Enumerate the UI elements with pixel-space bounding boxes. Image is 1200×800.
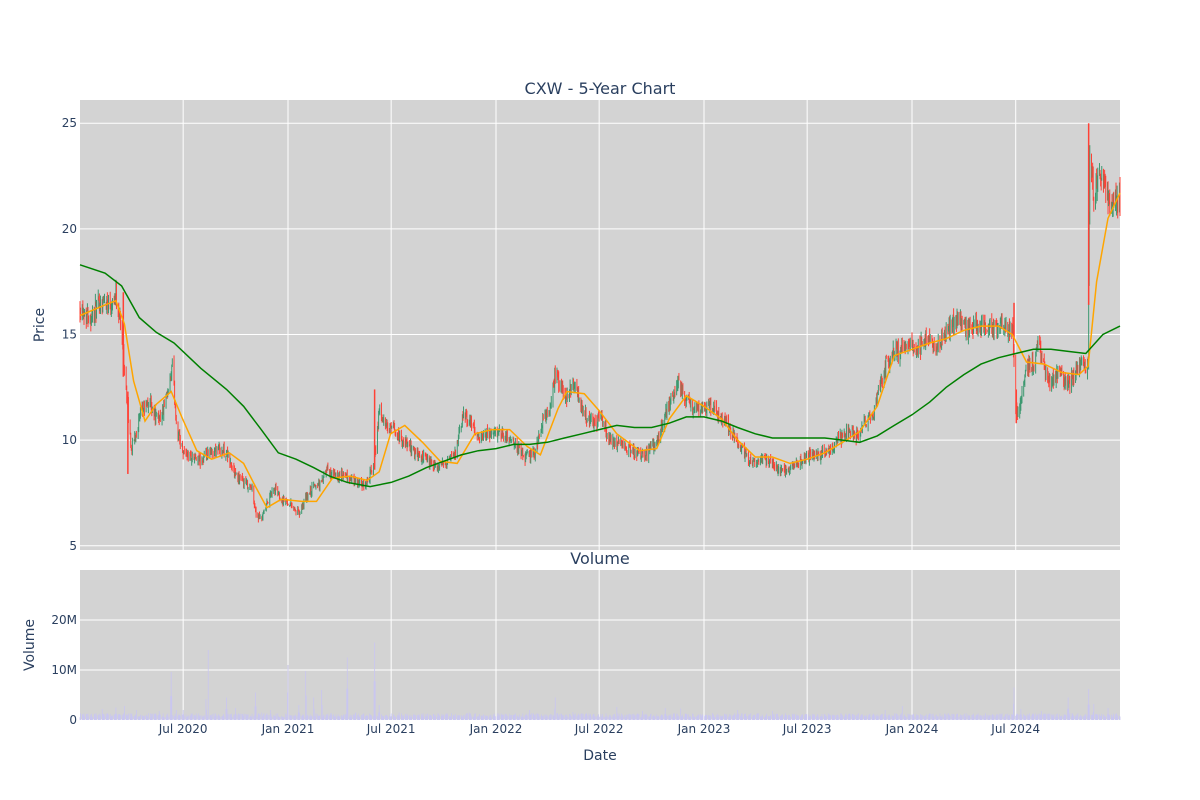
price-gridlines (80, 100, 1120, 550)
volume-gridlines (80, 570, 1120, 721)
price-y-tick-label: 5 (69, 539, 77, 553)
x-tick-label: Jul 2023 (782, 722, 832, 736)
x-tick-label: Jul 2022 (574, 722, 624, 736)
moving-average-lines (79, 192, 1121, 509)
price-y-tick-label: 15 (62, 328, 77, 342)
long-moving-average-line (79, 264, 1121, 488)
price-y-tick-label: 10 (62, 433, 77, 447)
volume-y-tick-label: 0 (69, 713, 77, 727)
short-moving-average-line (79, 192, 1121, 509)
volume-y-tick-labels: 0 10M 20M (51, 613, 77, 727)
volume-bars (79, 642, 1121, 720)
price-candles (79, 123, 1121, 523)
x-tick-label: Jul 2021 (366, 722, 416, 736)
volume-x-tick-labels: Jul 2020 Jan 2021 Jul 2021 Jan 2022 Jul 2022… (158, 722, 1040, 736)
x-tick-label: Jan 2023 (677, 722, 731, 736)
volume-subplot-title: Volume (570, 549, 630, 568)
x-tick-label: Jan 2021 (261, 722, 315, 736)
volume-y-tick-label: 20M (51, 613, 77, 627)
x-axis-title: Date (583, 748, 616, 764)
volume-y-tick-label: 10M (51, 663, 77, 677)
x-tick-label: Jan 2022 (469, 722, 523, 736)
x-tick-label: Jul 2020 (158, 722, 208, 736)
x-tick-label: Jul 2024 (990, 722, 1040, 736)
chart-title: CXW - 5-Year Chart (525, 79, 676, 98)
price-y-tick-labels: 5 10 15 20 25 (62, 116, 77, 553)
volume-plot-area (80, 570, 1120, 720)
price-y-tick-label: 20 (62, 222, 77, 236)
volume-axis-title: Volume (22, 619, 38, 671)
price-plot-area (80, 100, 1120, 550)
price-axis-title: Price (32, 308, 48, 342)
x-tick-label: Jan 2024 (885, 722, 939, 736)
price-y-tick-label: 25 (62, 116, 77, 130)
